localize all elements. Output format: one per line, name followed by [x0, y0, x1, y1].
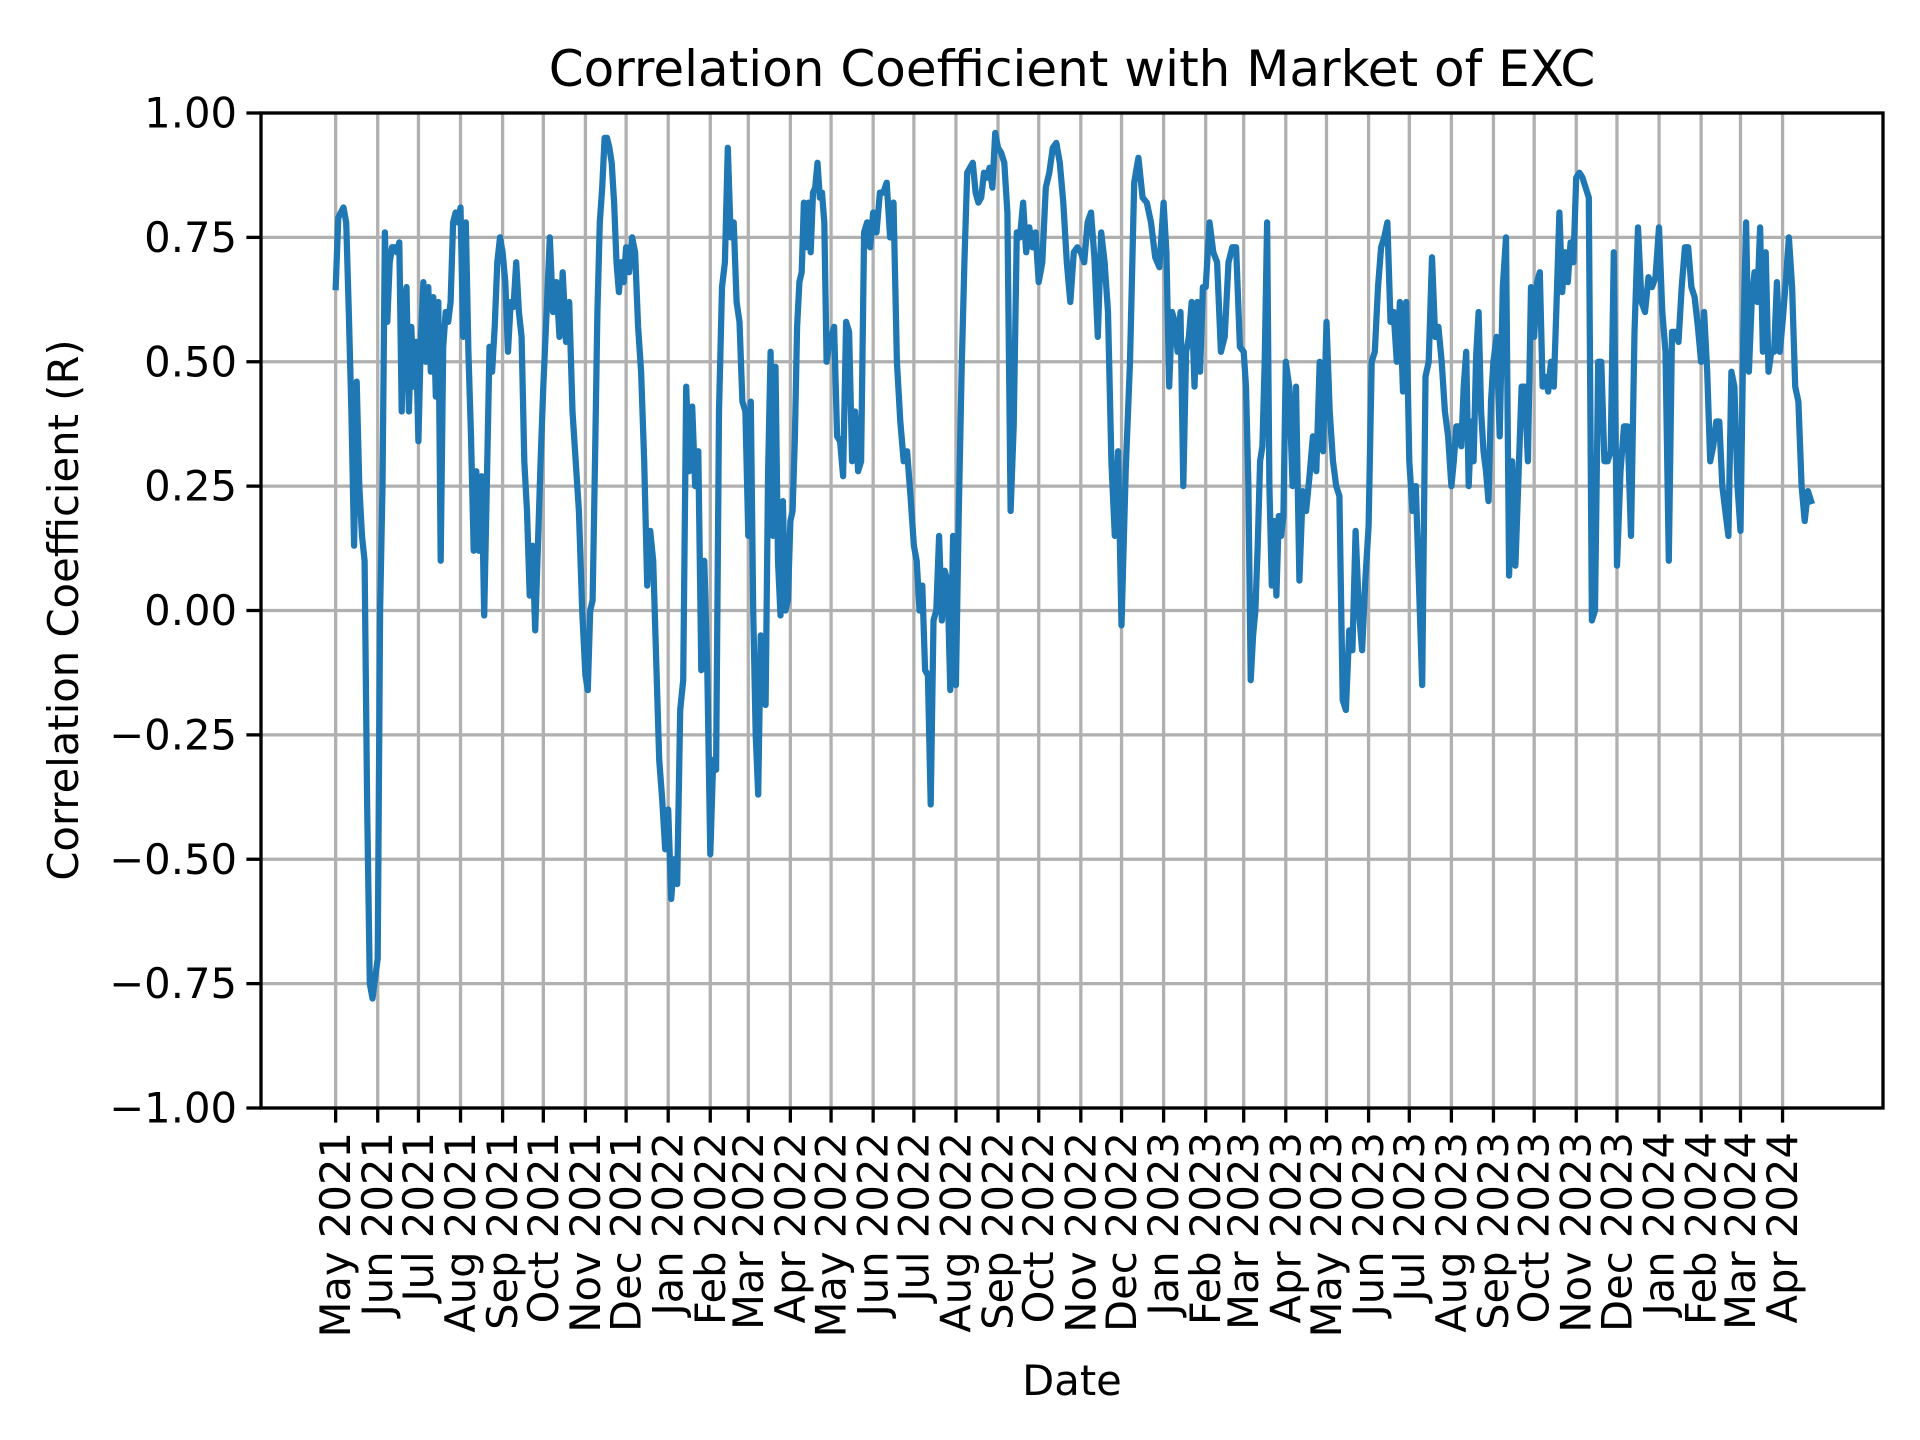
- x-tick-label: Nov 2022: [1056, 1132, 1105, 1333]
- x-tick-label: Mar 2024: [1716, 1132, 1765, 1330]
- x-tick-label: Jul 2022: [889, 1132, 938, 1305]
- x-tick-label: Feb 2024: [1677, 1132, 1726, 1325]
- x-tick-label: Dec 2022: [1097, 1132, 1146, 1332]
- x-tick-label: Aug 2021: [436, 1132, 485, 1333]
- x-axis-label: Date: [1022, 1356, 1122, 1405]
- x-tick-label: Mar 2023: [1219, 1132, 1268, 1330]
- chart-title: Correlation Coefficient with Market of E…: [549, 40, 1595, 98]
- x-tick-label: Apr 2022: [766, 1132, 815, 1323]
- y-axis-label: Correlation Coefficient (R): [39, 339, 88, 880]
- x-tick-label: Aug 2023: [1427, 1132, 1476, 1333]
- x-tick-label: Feb 2023: [1181, 1132, 1230, 1325]
- x-tick-label: Apr 2023: [1261, 1132, 1310, 1323]
- x-tick-label: Oct 2023: [1510, 1132, 1559, 1323]
- y-tick-label: 0.25: [144, 462, 237, 511]
- x-tick-label: Nov 2023: [1552, 1132, 1601, 1333]
- x-tick-label: Jun 2023: [1344, 1132, 1393, 1319]
- y-tick-label: 1.00: [144, 89, 237, 138]
- x-tick-label: Sep 2021: [478, 1132, 527, 1330]
- x-tick-label: Oct 2021: [519, 1132, 568, 1323]
- x-tick-label: Jun 2022: [849, 1132, 898, 1319]
- x-tick-label: Jun 2021: [353, 1132, 402, 1319]
- x-tick-label: May 2022: [807, 1132, 856, 1338]
- series-line: [332, 129, 1816, 1002]
- x-tick-label: Jan 2024: [1635, 1132, 1684, 1319]
- x-tick-label: Jul 2023: [1385, 1132, 1434, 1305]
- y-tick-label: 0.50: [144, 337, 237, 386]
- y-tick-label: −0.75: [109, 959, 237, 1008]
- x-tick-label: May 2021: [311, 1132, 360, 1338]
- x-tick-label: Aug 2022: [931, 1132, 980, 1333]
- x-tick-label: Jan 2022: [644, 1132, 693, 1319]
- x-tick-label: Dec 2023: [1592, 1132, 1641, 1332]
- x-tick-label: Apr 2024: [1758, 1132, 1807, 1323]
- x-tick-label: May 2023: [1302, 1132, 1351, 1338]
- x-tick-label: Jul 2021: [394, 1132, 443, 1305]
- x-tick-label: Feb 2022: [686, 1132, 735, 1325]
- y-axis-ticks: 1.00 0.75 0.50 0.25 0.00 −0.25 −0.50 −0.75 −1.00: [109, 89, 261, 1133]
- x-tick-label: Dec 2021: [602, 1132, 651, 1332]
- y-tick-label: 0.00: [144, 586, 237, 635]
- x-tick-label: Oct 2022: [1014, 1132, 1063, 1323]
- y-tick-label: −0.50: [109, 835, 237, 884]
- x-tick-label: Jan 2023: [1139, 1132, 1188, 1319]
- series-layer: [332, 129, 1816, 1002]
- x-tick-label: Sep 2023: [1469, 1132, 1518, 1330]
- y-tick-label: −0.25: [109, 710, 237, 759]
- y-tick-label: −1.00: [109, 1084, 237, 1133]
- x-tick-label: Mar 2022: [724, 1132, 773, 1330]
- x-tick-label: Sep 2022: [974, 1132, 1023, 1330]
- x-tick-label: Nov 2021: [561, 1132, 610, 1333]
- y-tick-label: 0.75: [144, 213, 237, 262]
